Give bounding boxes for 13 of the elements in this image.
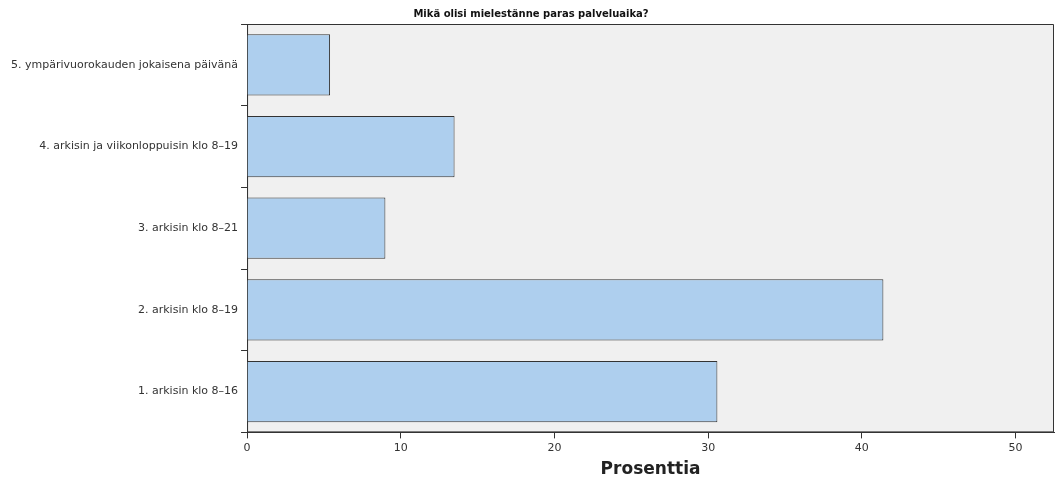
x-axis-title: Prosenttia xyxy=(600,458,701,479)
y-tick-label: 1. arkisin klo 8–16 xyxy=(137,384,239,398)
y-tick-label: 4. arkisin ja viikonloppuisin klo 8–19 xyxy=(39,139,239,153)
chart-title: Mikä olisi mielestänne paras palveluaika? xyxy=(413,7,649,19)
x-tick-label: 10 xyxy=(393,440,408,454)
x-tick-label: 30 xyxy=(701,440,716,454)
x-tick-label: 50 xyxy=(1008,440,1023,454)
x-tick-label: 40 xyxy=(854,440,869,454)
y-tick-label: 5. ympärivuorokauden jokaisena päivänä xyxy=(11,57,239,71)
y-tick-label: 2. arkisin klo 8–19 xyxy=(137,302,239,316)
x-tick-label: 20 xyxy=(547,440,562,454)
x-tick-label: 0 xyxy=(243,440,251,454)
y-tick-label: 3. arkisin klo 8–21 xyxy=(137,221,239,235)
